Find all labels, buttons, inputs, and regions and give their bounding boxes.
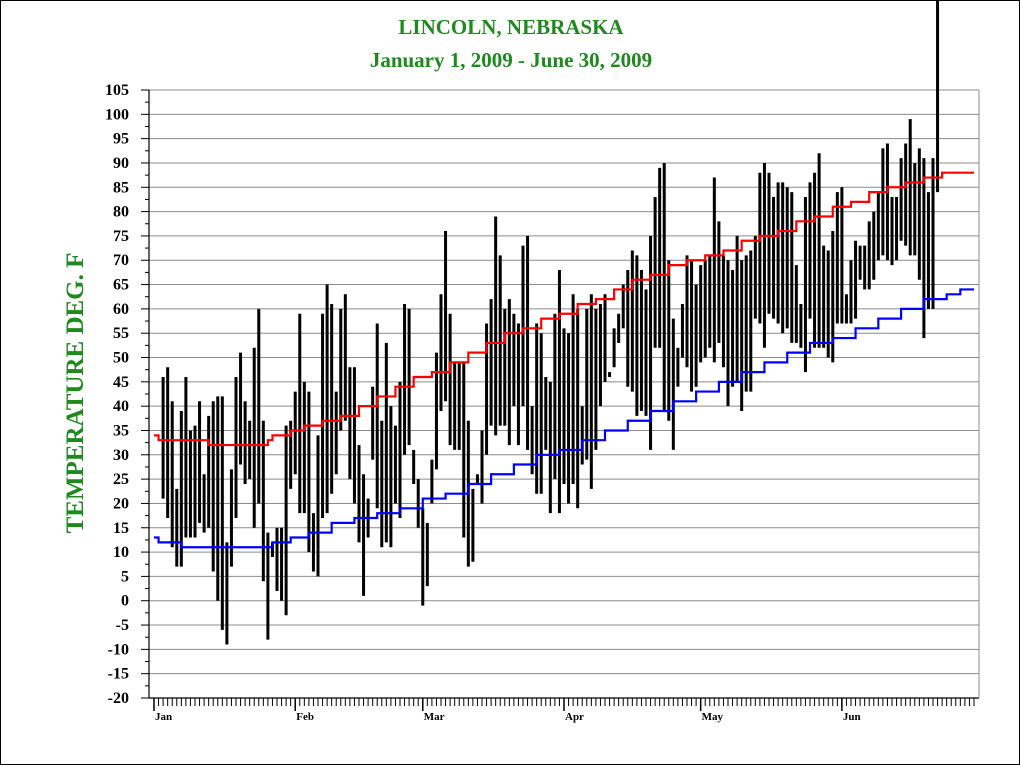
y-tick-label: 100: [105, 106, 129, 123]
y-tick-label: 45: [113, 374, 129, 391]
normal-line: [154, 288, 974, 549]
y-tick-label: 95: [113, 131, 129, 148]
y-tick-label: -20: [108, 690, 129, 707]
y-tick-label: 5: [121, 568, 129, 585]
x-month-label: May: [702, 711, 724, 723]
y-tick-label: 30: [113, 447, 129, 464]
x-month-label: Jan: [155, 711, 172, 723]
chart-subtitle: January 1, 2009 - June 30, 2009: [370, 48, 652, 72]
y-tick-label: 40: [113, 398, 129, 415]
y-tick-label: 80: [113, 204, 129, 221]
y-tick-label: 25: [113, 471, 129, 488]
daily-range-bars: [161, 1, 940, 645]
y-tick-label: 15: [113, 520, 129, 537]
x-month-label: Apr: [565, 711, 584, 723]
chart-title: LINCOLN, NEBRASKA: [398, 15, 624, 39]
y-tick-label: 70: [113, 252, 129, 269]
y-tick-label: 105: [105, 82, 129, 99]
y-tick-label: 90: [113, 155, 129, 172]
y-tick-label: 0: [121, 593, 129, 610]
y-tick-labels: -20 -15 -10 -5 0 5 10 15 20 25 30 35 40 45 50 55 60 65 70 7…: [105, 82, 129, 707]
x-month-label: Mar: [424, 711, 445, 723]
normal-lines: [154, 171, 974, 549]
y-tick-label: 60: [113, 301, 129, 318]
y-tick-label: 65: [113, 277, 129, 294]
x-month-label: Feb: [296, 711, 314, 723]
y-tick-label: 20: [113, 495, 129, 512]
y-tick-label: -10: [108, 641, 129, 658]
y-tick-label: 35: [113, 422, 129, 439]
plot-axes: [148, 90, 980, 699]
y-tick-label: 85: [113, 179, 129, 196]
x-axis-ticks: Jan Feb Mar Apr May Jun: [153, 698, 975, 723]
y-tick-label: 10: [113, 544, 129, 561]
y-axis-label: TEMPERATURE DEG. F: [62, 253, 89, 534]
x-month-label: Jun: [843, 711, 861, 723]
y-tick-label: 75: [113, 228, 129, 245]
y-tick-label: 55: [113, 325, 129, 342]
normal-line: [154, 171, 974, 447]
y-tick-label: -15: [108, 666, 129, 683]
y-tick-label: 50: [113, 350, 129, 367]
y-tick-label: -5: [116, 617, 129, 634]
